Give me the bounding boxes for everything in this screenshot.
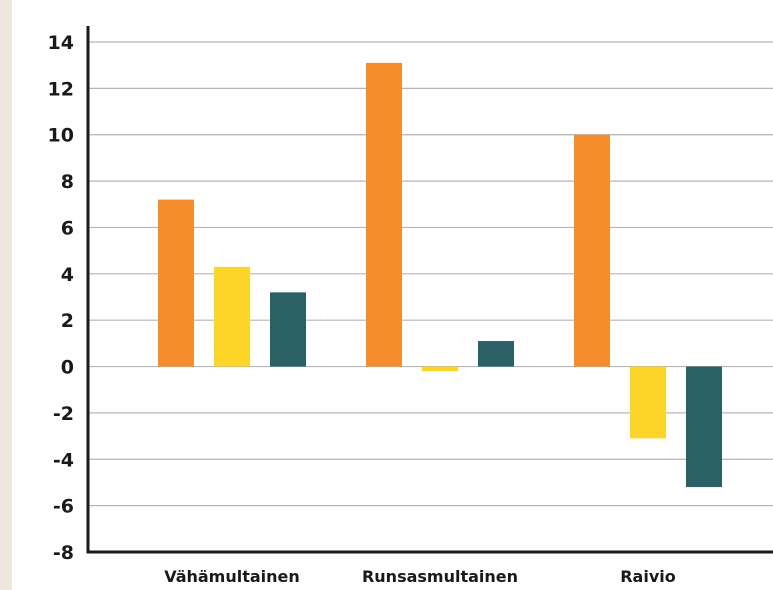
bar	[686, 366, 722, 488]
bar	[270, 292, 306, 367]
y-tick-label: -8	[53, 542, 74, 564]
bar	[214, 266, 250, 367]
bar	[574, 134, 610, 367]
y-tick-label: 14	[48, 32, 74, 54]
bar	[158, 199, 194, 367]
x-category-label: Runsasmultainen	[362, 567, 518, 586]
y-tick-labels: 14 12 10 8 6 4 2 0 -2 -4 -6 -8	[48, 32, 74, 564]
y-tick-label: 2	[61, 310, 74, 332]
y-tick-label: 12	[48, 78, 74, 100]
y-tick-label: 6	[61, 217, 74, 239]
x-category-label: Raivio	[620, 567, 676, 586]
bar	[366, 62, 402, 367]
bar-chart: 14 12 10 8 6 4 2 0 -2 -4 -6 -8 Vähämultainen Runsasm…	[48, 26, 773, 586]
y-tick-label: 4	[61, 264, 74, 286]
y-tick-label: 0	[61, 357, 74, 379]
y-tick-label: 8	[61, 171, 74, 193]
bar	[422, 366, 458, 372]
y-tick-label: -4	[53, 449, 74, 471]
y-tick-label: -6	[53, 496, 74, 518]
x-category-labels: Vähämultainen Runsasmultainen Raivio	[164, 567, 676, 586]
y-tick-label: 10	[48, 125, 74, 147]
bar	[478, 341, 514, 367]
gridlines	[88, 41, 773, 507]
x-category-label: Vähämultainen	[164, 567, 300, 586]
y-tick-label: -2	[53, 403, 74, 425]
bars	[158, 62, 722, 488]
chart-panel: 14 12 10 8 6 4 2 0 -2 -4 -6 -8 Vähämultainen Runsasm…	[12, 0, 773, 590]
axes	[86, 26, 773, 554]
bar	[630, 366, 666, 439]
